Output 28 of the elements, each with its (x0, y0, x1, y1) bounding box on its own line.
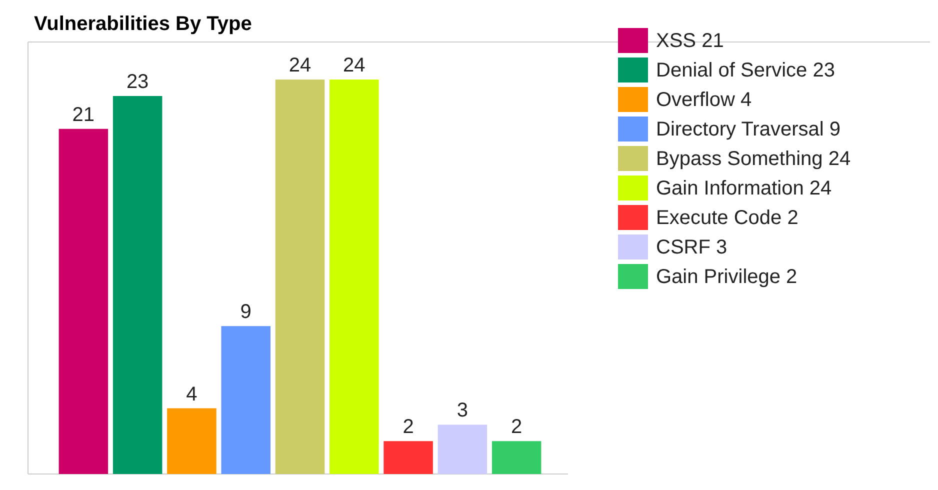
data-label: 21 (72, 104, 95, 126)
legend-label: Execute Code 2 (656, 207, 798, 229)
bar (112, 96, 162, 474)
data-label: 24 (343, 54, 366, 77)
bar (384, 441, 433, 474)
legend-label: Bypass Something 24 (656, 148, 851, 170)
bar (221, 326, 270, 474)
data-label: 4 (186, 383, 198, 406)
data-label: 2 (402, 416, 414, 438)
bar (58, 128, 108, 474)
data-label: 2 (511, 416, 522, 438)
bar (330, 80, 379, 474)
legend-label: Directory Traversal 9 (656, 118, 840, 140)
data-label: 9 (240, 301, 252, 324)
legend-label: Gain Information 24 (656, 178, 832, 200)
legend-label: Gain Privilege 2 (656, 266, 798, 288)
bar (492, 441, 542, 474)
bar (275, 80, 325, 474)
chart-title: Vulnerabilities By Type (34, 13, 252, 35)
legend-label: Overflow 4 (656, 89, 752, 111)
data-label: 3 (456, 400, 468, 422)
bar (167, 408, 216, 474)
legend-label: Denial of Service 23 (656, 60, 835, 82)
legend-label: XSS 21 (656, 30, 724, 52)
legend-label: CSRF 3 (656, 236, 728, 258)
data-label: 24 (288, 54, 312, 77)
bar (438, 424, 488, 474)
data-label: 23 (126, 70, 149, 93)
